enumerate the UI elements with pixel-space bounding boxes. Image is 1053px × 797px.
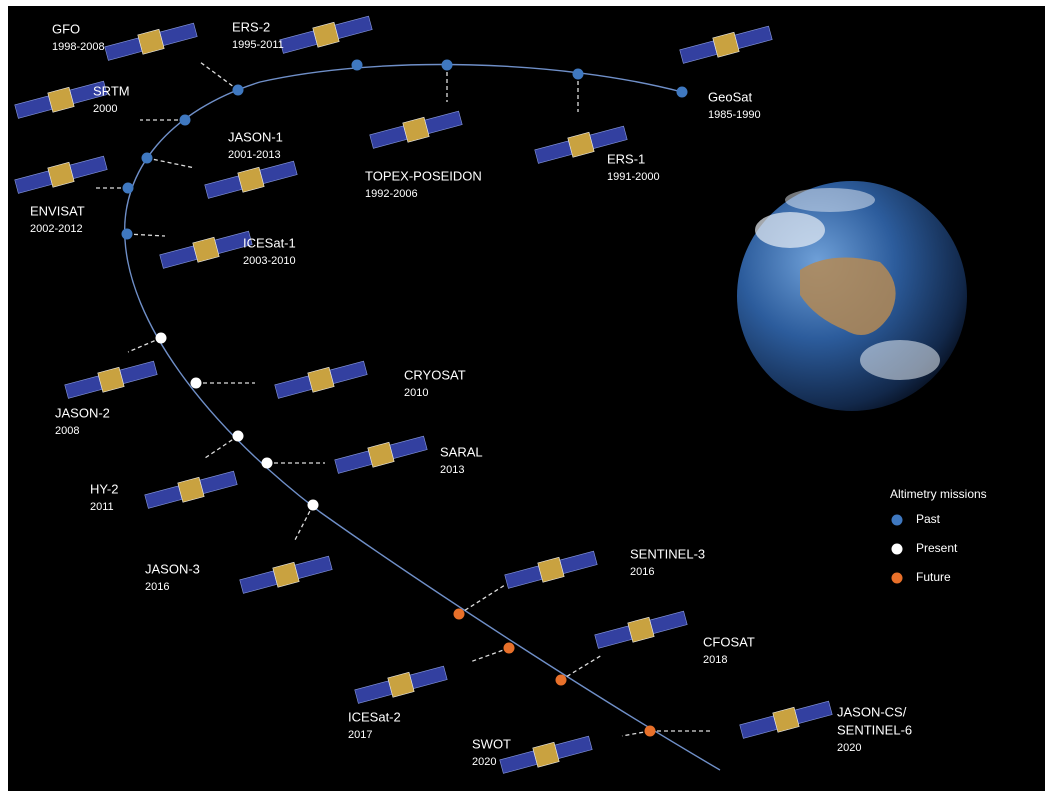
orbit-dot <box>191 378 202 389</box>
orbit-dot <box>262 458 273 469</box>
orbit-dot <box>233 85 244 96</box>
orbit-dot <box>352 60 363 71</box>
mission-name: ICESat-1 <box>243 235 296 250</box>
earth <box>737 181 967 411</box>
legend-dot <box>892 515 903 526</box>
mission-name: CRYOSAT <box>404 367 466 382</box>
mission-name: JASON-2 <box>55 405 110 420</box>
mission-name: HY-2 <box>90 481 118 496</box>
mission-years: 2018 <box>703 654 727 666</box>
mission-name: SENTINEL-3 <box>630 546 705 561</box>
mission-name: TOPEX-POSEIDON <box>365 168 482 183</box>
legend-title: Altimetry missions <box>890 487 987 501</box>
mission-name: SENTINEL-6 <box>837 722 912 737</box>
mission-years: 2003-2010 <box>243 255 296 267</box>
mission-years: 2008 <box>55 425 79 437</box>
mission-years: 1991-2000 <box>607 171 660 183</box>
mission-name: ERS-1 <box>607 151 645 166</box>
mission-years: 1998-2008 <box>52 41 105 53</box>
mission-name: ICESat-2 <box>348 709 401 724</box>
mission-years: 1995-2011 <box>232 39 284 51</box>
infographic: GFO 1998-2008 ERS-2 1995-2011 SRTM 2000 JASON-… <box>0 0 1053 797</box>
mission-years: 2010 <box>404 387 428 399</box>
mission-years: 2011 <box>90 501 114 513</box>
orbit-dot <box>573 69 584 80</box>
mission-name: SWOT <box>472 736 511 751</box>
mission-name: JASON-1 <box>228 129 283 144</box>
orbit-dot <box>142 153 153 164</box>
legend-label: Past <box>916 512 941 526</box>
mission-name: SARAL <box>440 444 483 459</box>
mission-years: 1992-2006 <box>365 188 418 200</box>
orbit-dot <box>156 333 167 344</box>
orbit-dot <box>308 500 319 511</box>
orbit-dot <box>677 87 688 98</box>
mission-name: ENVISAT <box>30 203 85 218</box>
orbit-dot <box>123 183 134 194</box>
mission-name: GeoSat <box>708 89 752 104</box>
mission-years: 2016 <box>630 566 654 578</box>
orbit-dot <box>504 643 515 654</box>
mission-name: JASON-3 <box>145 561 200 576</box>
orbit-dot <box>454 609 465 620</box>
mission-name: SRTM <box>93 83 130 98</box>
mission-years: 2001-2013 <box>228 149 281 161</box>
mission-name: GFO <box>52 21 80 36</box>
legend-label: Future <box>916 570 951 584</box>
mission-name: ERS-2 <box>232 19 270 34</box>
orbit-dot <box>122 229 133 240</box>
orbit-dot <box>180 115 191 126</box>
mission-name: CFOSAT <box>703 634 755 649</box>
mission-years: 2017 <box>348 729 372 741</box>
legend-label: Present <box>916 541 958 555</box>
mission-name: JASON-CS/ <box>837 704 907 719</box>
mission-years: 2000 <box>93 103 117 115</box>
orbit-dot <box>233 431 244 442</box>
mission-years: 2020 <box>472 756 496 768</box>
orbit-dot <box>645 726 656 737</box>
orbit-dot <box>556 675 567 686</box>
mission-years: 2013 <box>440 464 464 476</box>
orbit-dot <box>442 60 453 71</box>
mission-years: 2016 <box>145 581 169 593</box>
mission-years: 2002-2012 <box>30 223 83 235</box>
legend-dot <box>892 544 903 555</box>
mission-years: 1985-1990 <box>708 109 761 121</box>
legend-dot <box>892 573 903 584</box>
mission-years: 2020 <box>837 742 861 754</box>
